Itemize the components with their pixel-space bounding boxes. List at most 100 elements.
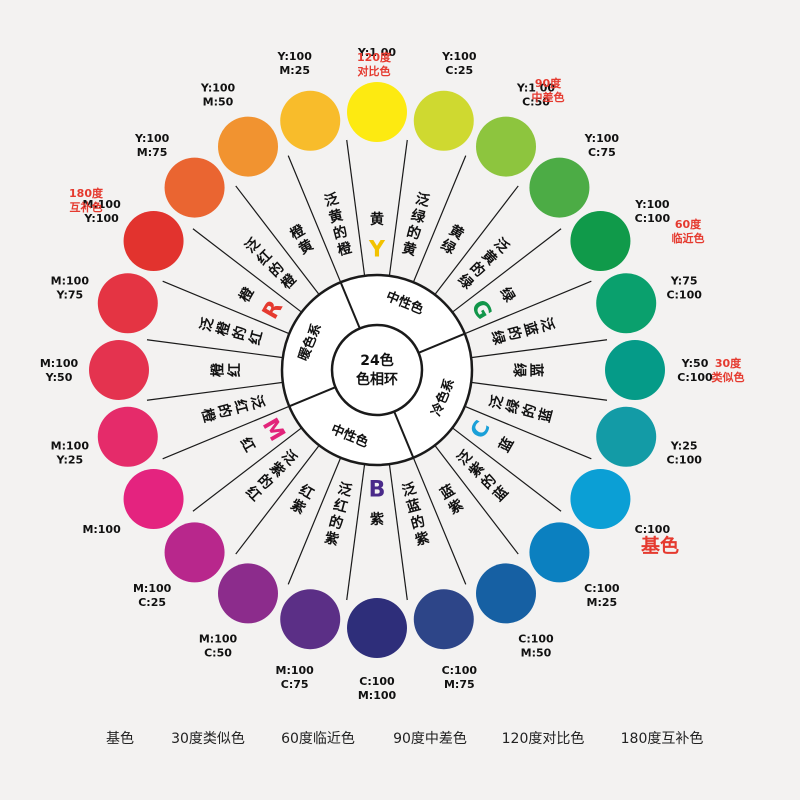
svg-text:黄: 黄 [327, 206, 345, 226]
hub-divider [393, 411, 415, 459]
cmy-value: Y:100 M:75 [134, 132, 170, 159]
segment-name: 红 [237, 434, 259, 455]
color-swatch [123, 469, 184, 529]
svg-text:泛: 泛 [247, 393, 267, 411]
svg-text:绿: 绿 [503, 397, 523, 416]
legend-item: 基色 [106, 731, 134, 747]
segment-name: 绿 [496, 284, 518, 305]
svg-text:紫: 紫 [370, 511, 384, 528]
svg-text:的: 的 [230, 324, 250, 342]
color-swatch [413, 90, 474, 151]
segment-name: 蓝绿 [511, 363, 545, 378]
color-swatch [596, 273, 657, 334]
svg-text:红: 红 [332, 496, 350, 516]
spoke-line [287, 457, 342, 585]
color-swatch [97, 406, 158, 467]
svg-text:泛: 泛 [336, 480, 354, 500]
color-swatch [570, 469, 631, 529]
svg-text:的: 的 [214, 402, 234, 420]
cmy-value: M:100 C:75 [276, 664, 315, 691]
hue-letter: B [369, 478, 386, 503]
legend-item: 90度中差色 [393, 731, 467, 747]
segment-name: 黄 [370, 211, 384, 228]
svg-text:的: 的 [409, 513, 427, 533]
cmy-value: Y:100 C:75 [584, 132, 620, 159]
svg-text:蓝: 蓝 [536, 406, 556, 424]
spoke-line [452, 228, 562, 313]
spoke-line [434, 185, 519, 295]
svg-text:绿: 绿 [496, 284, 518, 305]
hub-divider [418, 332, 466, 354]
spoke-line [412, 457, 467, 585]
angle-annotation: 180度互补色 [69, 186, 104, 214]
segment-name: 紫 [370, 511, 384, 528]
color-swatch [529, 522, 590, 583]
spoke-line [471, 339, 608, 359]
spoke-line [235, 185, 320, 295]
svg-text:橙: 橙 [198, 406, 218, 425]
color-swatch [164, 157, 225, 218]
spoke-line [235, 445, 320, 555]
svg-text:绿: 绿 [511, 363, 528, 378]
center-title: 24色 [360, 352, 393, 369]
svg-text:泛: 泛 [537, 315, 557, 333]
segment-name: 红紫 [288, 481, 317, 517]
spoke-line [388, 464, 408, 601]
svg-text:泛: 泛 [322, 190, 340, 210]
cmy-value: Y:1 00 C:50 [516, 82, 556, 109]
hue-letter: Y [368, 238, 386, 263]
cmy-value: Y:50 C:100 [677, 357, 713, 384]
color-swatch [605, 340, 665, 400]
spoke-line [192, 228, 302, 313]
cmy-value: Y:100 C:25 [441, 50, 477, 77]
spoke-line [192, 427, 302, 512]
color-swatch [164, 522, 225, 583]
svg-text:绿: 绿 [488, 329, 508, 348]
spoke-line [162, 280, 290, 335]
color-swatch [529, 157, 590, 218]
hub-divider [339, 281, 361, 329]
legend: 基色 30度类似色 60度临近色 90度中差色 120度对比色 180度互补色 [0, 728, 800, 752]
cmy-value: Y:100 M:25 [277, 50, 313, 77]
svg-text:的: 的 [520, 402, 540, 420]
svg-text:橙: 橙 [210, 362, 227, 377]
cmy-value: M:100 C:25 [133, 582, 172, 609]
hue-letter: G [466, 296, 497, 324]
legend-item: 60度临近色 [281, 731, 355, 747]
svg-text:的: 的 [331, 223, 349, 243]
spoke-line [287, 155, 342, 283]
cmy-value: M:100 Y:50 [40, 357, 79, 384]
color-swatch [280, 589, 341, 650]
spoke-line [434, 445, 519, 555]
color-swatch [413, 589, 474, 650]
svg-text:蓝: 蓝 [496, 434, 518, 455]
cmy-value: M:100 [82, 523, 121, 536]
cmy-value: Y:1 00 [357, 46, 397, 59]
svg-text:的: 的 [405, 223, 423, 243]
svg-text:蓝: 蓝 [521, 320, 541, 338]
color-swatch [97, 273, 158, 334]
legend-item: 30度类似色 [171, 731, 245, 747]
svg-text:黄: 黄 [400, 239, 418, 259]
spoke-line [146, 339, 283, 359]
svg-text:紫: 紫 [323, 529, 341, 549]
svg-text:泛: 泛 [487, 393, 507, 411]
hue-letter: R [258, 296, 288, 323]
angle-annotation: 基色 [640, 534, 679, 557]
color-swatch [123, 211, 184, 271]
hue-letter: C [466, 417, 496, 443]
color-swatch [476, 563, 536, 624]
spoke-line [162, 405, 290, 460]
segment-name: 蓝紫 [437, 481, 466, 517]
spoke-line [346, 464, 366, 601]
hub-divider [288, 386, 336, 408]
spoke-line [346, 139, 366, 276]
cmy-value: M:100 Y:25 [51, 439, 90, 466]
